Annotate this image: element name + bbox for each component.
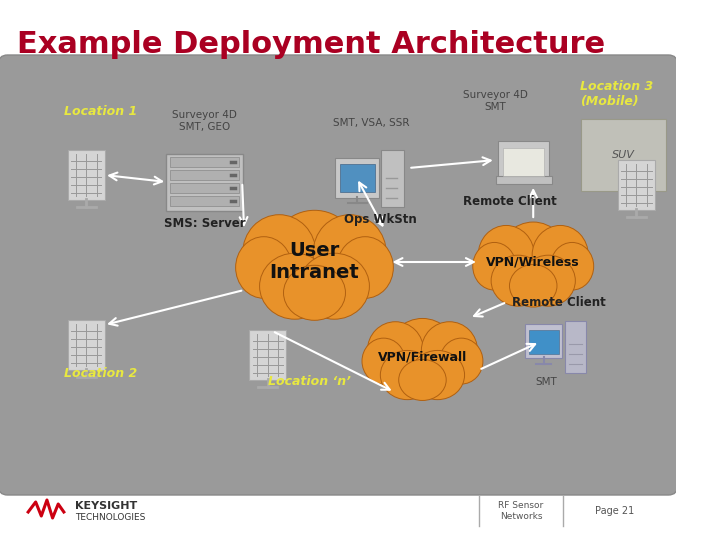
Ellipse shape xyxy=(532,226,588,285)
Text: TECHNOLOGIES: TECHNOLOGIES xyxy=(75,514,145,523)
FancyBboxPatch shape xyxy=(503,148,544,176)
FancyBboxPatch shape xyxy=(525,324,562,358)
FancyBboxPatch shape xyxy=(335,158,379,198)
FancyBboxPatch shape xyxy=(618,160,655,210)
Ellipse shape xyxy=(478,226,534,285)
Ellipse shape xyxy=(399,360,446,401)
Ellipse shape xyxy=(269,210,359,303)
Text: Surveyor 4D
SMT: Surveyor 4D SMT xyxy=(463,90,528,112)
Ellipse shape xyxy=(510,265,557,307)
FancyBboxPatch shape xyxy=(170,183,239,192)
Ellipse shape xyxy=(410,350,464,400)
FancyBboxPatch shape xyxy=(498,141,549,181)
Text: Location 1: Location 1 xyxy=(64,105,137,118)
FancyBboxPatch shape xyxy=(340,164,374,192)
Text: Remote Client: Remote Client xyxy=(512,296,606,309)
FancyBboxPatch shape xyxy=(68,320,105,370)
Ellipse shape xyxy=(521,255,575,306)
Ellipse shape xyxy=(337,237,393,298)
Text: SMT: SMT xyxy=(536,377,557,387)
Text: VPN/Wireless: VPN/Wireless xyxy=(487,255,580,268)
FancyBboxPatch shape xyxy=(170,157,239,166)
FancyBboxPatch shape xyxy=(0,55,678,495)
Text: RF Sensor
Networks: RF Sensor Networks xyxy=(498,501,544,521)
Text: Surveyor 4D
SMT, GEO: Surveyor 4D SMT, GEO xyxy=(172,110,237,132)
Ellipse shape xyxy=(551,242,594,290)
Text: Location 3
(Mobile): Location 3 (Mobile) xyxy=(580,80,654,108)
FancyBboxPatch shape xyxy=(249,330,287,380)
Ellipse shape xyxy=(440,338,483,384)
Ellipse shape xyxy=(388,319,457,387)
Ellipse shape xyxy=(421,322,477,379)
FancyBboxPatch shape xyxy=(170,195,239,206)
FancyBboxPatch shape xyxy=(68,150,105,200)
Text: KEYSIGHT: KEYSIGHT xyxy=(75,501,138,511)
Ellipse shape xyxy=(235,237,292,298)
Text: User
Intranet: User Intranet xyxy=(269,241,359,282)
Text: Example Deployment Architecture: Example Deployment Architecture xyxy=(17,30,605,59)
Text: Remote Client: Remote Client xyxy=(463,195,557,208)
Text: Location 2: Location 2 xyxy=(64,367,137,380)
Text: VPN/Firewall: VPN/Firewall xyxy=(378,350,467,363)
FancyBboxPatch shape xyxy=(528,330,559,354)
FancyBboxPatch shape xyxy=(565,321,586,373)
Ellipse shape xyxy=(284,265,346,320)
Text: SUV: SUV xyxy=(612,150,635,160)
Text: Page 21: Page 21 xyxy=(595,506,634,516)
Ellipse shape xyxy=(299,253,369,319)
FancyBboxPatch shape xyxy=(581,119,665,191)
Text: Location ‘n’: Location ‘n’ xyxy=(269,375,351,388)
FancyBboxPatch shape xyxy=(381,150,404,206)
Ellipse shape xyxy=(499,222,568,293)
Ellipse shape xyxy=(491,255,545,306)
FancyBboxPatch shape xyxy=(170,170,239,179)
Ellipse shape xyxy=(473,242,516,290)
Ellipse shape xyxy=(313,215,387,292)
Ellipse shape xyxy=(243,215,316,292)
Text: Ops WkStn: Ops WkStn xyxy=(344,213,417,226)
Ellipse shape xyxy=(367,322,423,379)
Ellipse shape xyxy=(362,338,405,384)
Ellipse shape xyxy=(380,350,434,400)
FancyBboxPatch shape xyxy=(495,176,552,184)
FancyBboxPatch shape xyxy=(166,153,243,211)
Text: SMS: Server: SMS: Server xyxy=(164,217,246,230)
Ellipse shape xyxy=(260,253,330,319)
Text: SMT, VSA, SSR: SMT, VSA, SSR xyxy=(333,118,409,128)
